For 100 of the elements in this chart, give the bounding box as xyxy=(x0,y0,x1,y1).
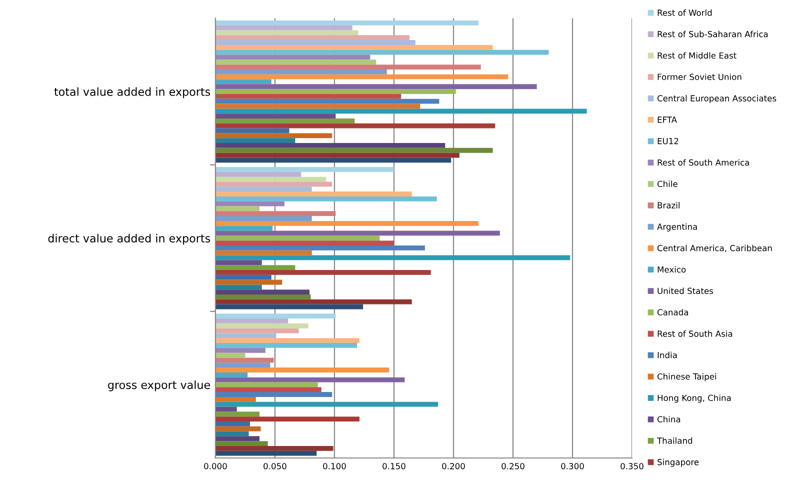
bar xyxy=(215,236,380,241)
bar xyxy=(215,338,360,344)
x-tick-label: 0.350 xyxy=(620,463,644,470)
bar xyxy=(215,84,537,90)
bar xyxy=(215,148,493,153)
bar xyxy=(215,182,332,187)
x-tick-label: 0.200 xyxy=(442,463,465,470)
legend-label: Brazil xyxy=(658,202,680,208)
bar xyxy=(215,436,260,442)
bar xyxy=(215,114,336,118)
legend-label: India xyxy=(658,352,677,358)
bar xyxy=(215,143,446,148)
bar xyxy=(215,255,570,260)
bar xyxy=(215,362,270,368)
bar xyxy=(215,98,440,104)
bar xyxy=(215,50,549,55)
bar xyxy=(215,348,266,353)
bar xyxy=(215,40,416,45)
bar xyxy=(215,402,438,407)
y-tick-label: total value added in exports xyxy=(54,87,210,98)
bar xyxy=(215,421,250,426)
bar xyxy=(215,260,262,266)
bar xyxy=(215,79,272,84)
bar xyxy=(215,270,431,275)
bar xyxy=(215,167,394,172)
bar xyxy=(215,216,312,221)
bar xyxy=(215,206,260,212)
bar xyxy=(215,284,262,290)
legend-label: China xyxy=(657,416,680,422)
legend-label: Rest of South America xyxy=(658,159,749,166)
bar xyxy=(215,74,508,80)
bar xyxy=(215,211,336,216)
bar xyxy=(215,54,370,60)
bar xyxy=(215,406,237,412)
bar xyxy=(215,104,420,109)
bar xyxy=(215,152,460,158)
bar xyxy=(215,382,318,388)
bar xyxy=(215,64,481,70)
bar xyxy=(215,35,410,40)
bar xyxy=(215,274,272,280)
x-tick-label: 0.250 xyxy=(502,463,524,470)
bar xyxy=(215,290,310,295)
bar xyxy=(215,416,360,422)
bar xyxy=(215,368,390,372)
bar xyxy=(215,441,268,446)
bar xyxy=(215,196,437,202)
bar xyxy=(215,294,311,300)
legend-label: United States xyxy=(658,288,714,294)
bar xyxy=(215,358,274,363)
bar xyxy=(215,431,249,436)
legend-label: Chile xyxy=(657,180,678,188)
legend-label: Canada xyxy=(657,308,688,316)
bar xyxy=(215,333,276,338)
bar xyxy=(215,304,364,310)
bar xyxy=(215,69,387,74)
legend-label: Rest of World xyxy=(658,9,712,16)
x-tick-label: 0.300 xyxy=(561,463,584,470)
legend-label: Mexico xyxy=(658,266,686,273)
bar xyxy=(215,328,299,334)
bar xyxy=(215,220,478,226)
legend-label: Former Soviet Union xyxy=(658,74,742,80)
bar xyxy=(215,280,282,285)
y-tick-label: direct value added in exports xyxy=(48,234,210,245)
bar xyxy=(215,450,317,456)
bar xyxy=(215,133,332,138)
legend-label: Rest of Middle East xyxy=(658,52,736,59)
bar xyxy=(215,226,273,231)
legend-label: Singapore xyxy=(658,458,699,467)
legend-label: Central America, Caribbean xyxy=(657,244,772,252)
legend-label: Rest of South Asia xyxy=(658,330,732,337)
x-tick-label: 0.000 xyxy=(204,463,227,470)
bar xyxy=(215,172,302,177)
x-tick-label: 0.100 xyxy=(323,463,346,470)
bar xyxy=(215,377,405,382)
bar xyxy=(215,392,332,397)
legend-label: Thailand xyxy=(656,437,692,444)
bar xyxy=(215,230,500,236)
bar xyxy=(215,123,496,128)
bar xyxy=(215,108,587,114)
bar xyxy=(215,20,478,26)
bar xyxy=(215,250,312,256)
bar xyxy=(215,128,290,134)
bar xyxy=(215,201,284,206)
bar xyxy=(215,318,288,324)
bar xyxy=(215,176,326,182)
bar xyxy=(215,396,256,402)
bar xyxy=(215,60,376,65)
bar xyxy=(215,426,261,432)
bar xyxy=(215,314,336,319)
bar xyxy=(215,192,412,196)
bar xyxy=(215,265,296,270)
bar xyxy=(215,118,355,124)
bar xyxy=(215,387,322,392)
bar xyxy=(215,372,248,378)
bar xyxy=(215,245,425,250)
legend-label: Chinese Taipei xyxy=(657,373,716,382)
x-tick-label: 0.050 xyxy=(264,463,286,470)
bar xyxy=(215,343,358,348)
bar xyxy=(215,138,296,144)
bar xyxy=(215,89,456,94)
